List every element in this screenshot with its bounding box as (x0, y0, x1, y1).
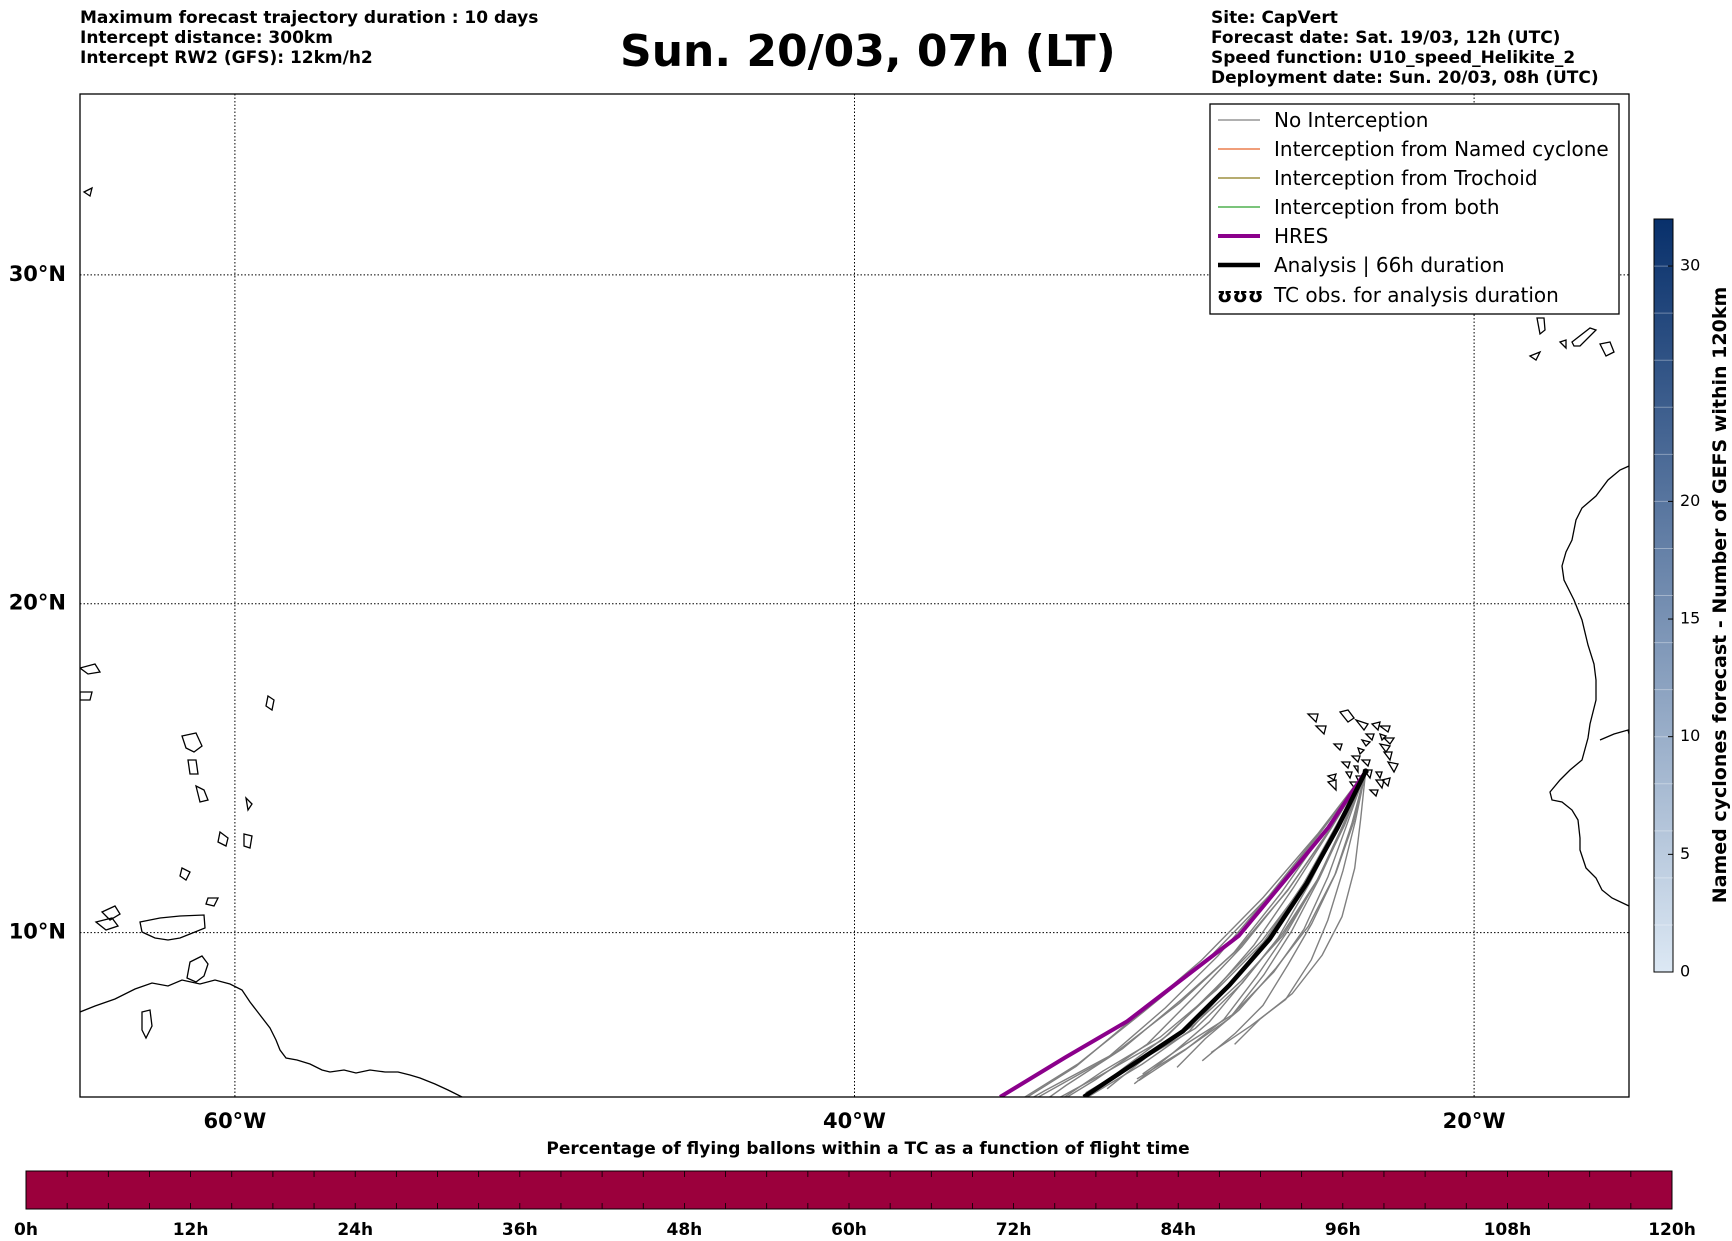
time-bar-tick-label: 96h (1325, 1220, 1361, 1240)
ensemble-trajectory-line (1201, 771, 1367, 1062)
colorbar-tick-label: 30 (1680, 256, 1700, 275)
speed-function-text: Speed function: U10_speed_Helikite_2 (1211, 48, 1576, 68)
time-bar-tick-label: 120h (1648, 1220, 1696, 1240)
site-text: Site: CapVert (1211, 8, 1338, 28)
time-bar-tick-label: 60h (831, 1220, 867, 1240)
page-title: Sun. 20/03, 07h (LT) (620, 26, 1116, 77)
lat-tick-label: 10°N (9, 920, 66, 944)
colorbar-tick-label: 10 (1680, 726, 1700, 745)
intercept-rw2-text: Intercept RW2 (GFS): 12km/h2 (80, 48, 373, 68)
legend-label: TC obs. for analysis duration (1273, 283, 1559, 307)
intercept-distance-text: Intercept distance: 300km (80, 28, 333, 48)
analysis-trajectory (1082, 770, 1368, 1097)
time-bar-title: Percentage of flying ballons within a TC… (546, 1139, 1189, 1159)
canary-islands (1536, 317, 1546, 336)
trinidad-tobago-outline (186, 955, 209, 983)
lon-tick-label: 20°W (1443, 1109, 1506, 1133)
ensemble-trajectory-line (1059, 771, 1367, 1097)
lon-tick-label: 40°W (823, 1109, 886, 1133)
legend: No Interception Interception from Named … (1209, 103, 1620, 315)
time-bar-tick-label: 24h (337, 1220, 373, 1240)
forecast-date-text: Forecast date: Sat. 19/03, 12h (UTC) (1211, 28, 1561, 48)
legend-label: No Interception (1274, 108, 1428, 132)
max-duration-text: Maximum forecast trajectory duration : 1… (80, 8, 539, 28)
colorbar-tick-label: 20 (1680, 491, 1700, 510)
time-bar-tick-label: 84h (1160, 1220, 1196, 1240)
site-info: Site: CapVert Forecast date: Sat. 19/03,… (1211, 8, 1599, 88)
legend-label: Interception from both (1274, 195, 1500, 219)
ensemble-trajectory-line (1176, 771, 1367, 1068)
lat-tick-label: 20°N (9, 591, 66, 615)
time-bar-tick-label: 48h (667, 1220, 703, 1240)
legend-label: Analysis | 66h duration (1274, 253, 1505, 277)
lon-tick-label: 60°W (203, 1109, 266, 1133)
legend-label: HRES (1274, 224, 1328, 248)
graticule (80, 94, 1629, 1097)
colorbar-label: Named cyclones forecast - Number of GEFS… (1709, 287, 1731, 904)
deployment-date-text: Deployment date: Sun. 20/03, 08h (UTC) (1211, 68, 1599, 88)
ensemble-trajectory-line (1234, 771, 1367, 1045)
map-frame (79, 93, 1630, 1098)
cyclone-colorbar: 0 5 10 15 20 30 Named cyclones forecast … (1653, 218, 1731, 981)
ensemble-trajectory-line (1210, 771, 1367, 1054)
time-bar-tick-label: 72h (996, 1220, 1032, 1240)
flight-time-bar: Percentage of flying ballons within a TC… (14, 1139, 1696, 1240)
coastlines (80, 186, 1629, 1097)
forecast-parameters: Maximum forecast trajectory duration : 1… (80, 8, 538, 68)
lat-tick-label: 30°N (9, 262, 66, 286)
time-bar-tick-label: 108h (1484, 1220, 1532, 1240)
cape-verde-islands (1338, 709, 1355, 723)
time-bar-tick-label: 12h (173, 1220, 209, 1240)
colorbar-tick-label: 15 (1680, 609, 1700, 628)
time-bar-tick-label: 0h (14, 1220, 38, 1240)
south-america-coastline (80, 979, 463, 1097)
time-bar-fill (25, 1170, 1673, 1210)
launch-site-marker (1362, 768, 1369, 775)
hres-trajectory (999, 770, 1368, 1097)
colorbar-tick-label: 5 (1680, 844, 1690, 863)
time-bar-tick-label: 36h (502, 1220, 538, 1240)
tc-obs-symbol-icon: ʊʊʊ (1217, 283, 1263, 307)
legend-label: Interception from Named cyclone (1274, 137, 1609, 161)
ensemble-trajectory-line (1063, 771, 1367, 1097)
colorbar-tick-label: 0 (1680, 962, 1690, 981)
africa-coastline (1549, 465, 1629, 907)
ensemble-trajectory-line (1138, 771, 1367, 1082)
legend-label: Interception from Trochoid (1274, 166, 1538, 190)
